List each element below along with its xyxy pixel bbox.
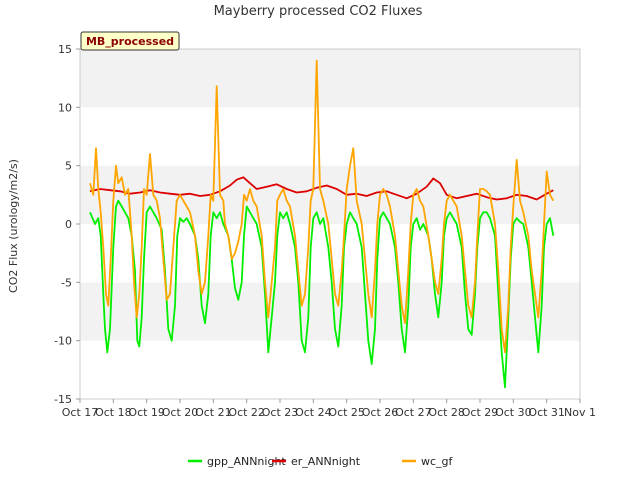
legend-label-gpp_ANNnight: gpp_ANNnight xyxy=(207,455,286,468)
x-tick-label: Oct 23 xyxy=(262,406,299,419)
grid-band xyxy=(80,49,580,108)
grid-band xyxy=(80,282,580,341)
legend-label-er_ANNnight: er_ANNnight xyxy=(291,455,361,468)
series-line-wc_gf xyxy=(89,59,555,354)
x-tick-label: Oct 22 xyxy=(228,406,265,419)
y-tick-label: -5 xyxy=(61,276,72,289)
dataset-badge: MB_processed xyxy=(80,31,180,51)
x-tick-label: Nov 1 xyxy=(564,406,596,419)
x-tick-label: Oct 26 xyxy=(362,406,399,419)
series-line-er_ANNnight xyxy=(89,176,554,201)
x-tick-label: Oct 21 xyxy=(195,406,232,419)
y-axis-label: CO2 Flux (urology/m2/s) xyxy=(7,159,20,293)
x-tick-label: Oct 20 xyxy=(162,406,199,419)
x-tick-label: Oct 18 xyxy=(95,406,132,419)
y-tick-label: -15 xyxy=(54,393,72,406)
y-tick-label: 15 xyxy=(58,43,72,56)
legend: gpp_ANNnight er_ANNnight wc_gf xyxy=(188,455,454,468)
x-tick-label: Oct 30 xyxy=(495,406,532,419)
x-tick-label: Oct 17 xyxy=(62,406,99,419)
x-tick-label: Oct 28 xyxy=(428,406,465,419)
y-tick-label: 0 xyxy=(65,218,72,231)
series-lines xyxy=(89,59,555,389)
x-tick-label: Oct 27 xyxy=(395,406,432,419)
badge-box xyxy=(80,31,180,51)
x-tick-label: Oct 31 xyxy=(528,406,565,419)
y-tick-label: 10 xyxy=(58,101,72,114)
plot-background-bands xyxy=(80,49,580,399)
y-tick-label: -10 xyxy=(54,335,72,348)
x-tick-label: Oct 19 xyxy=(128,406,165,419)
x-tick-label: Oct 25 xyxy=(328,406,365,419)
y-axis-ticks: -15 -10 -5 0 5 10 15 xyxy=(54,43,80,406)
chart-title: Mayberry processed CO2 Fluxes xyxy=(214,4,423,19)
x-tick-label: Oct 29 xyxy=(462,406,499,419)
grid-band xyxy=(80,107,580,166)
y-tick-label: 5 xyxy=(65,160,72,173)
grid-band xyxy=(80,340,580,399)
legend-label-wc_gf: wc_gf xyxy=(421,455,454,468)
badge-label: MB_processed xyxy=(86,35,174,48)
x-tick-label: Oct 24 xyxy=(295,406,332,419)
grid-band xyxy=(80,165,580,224)
